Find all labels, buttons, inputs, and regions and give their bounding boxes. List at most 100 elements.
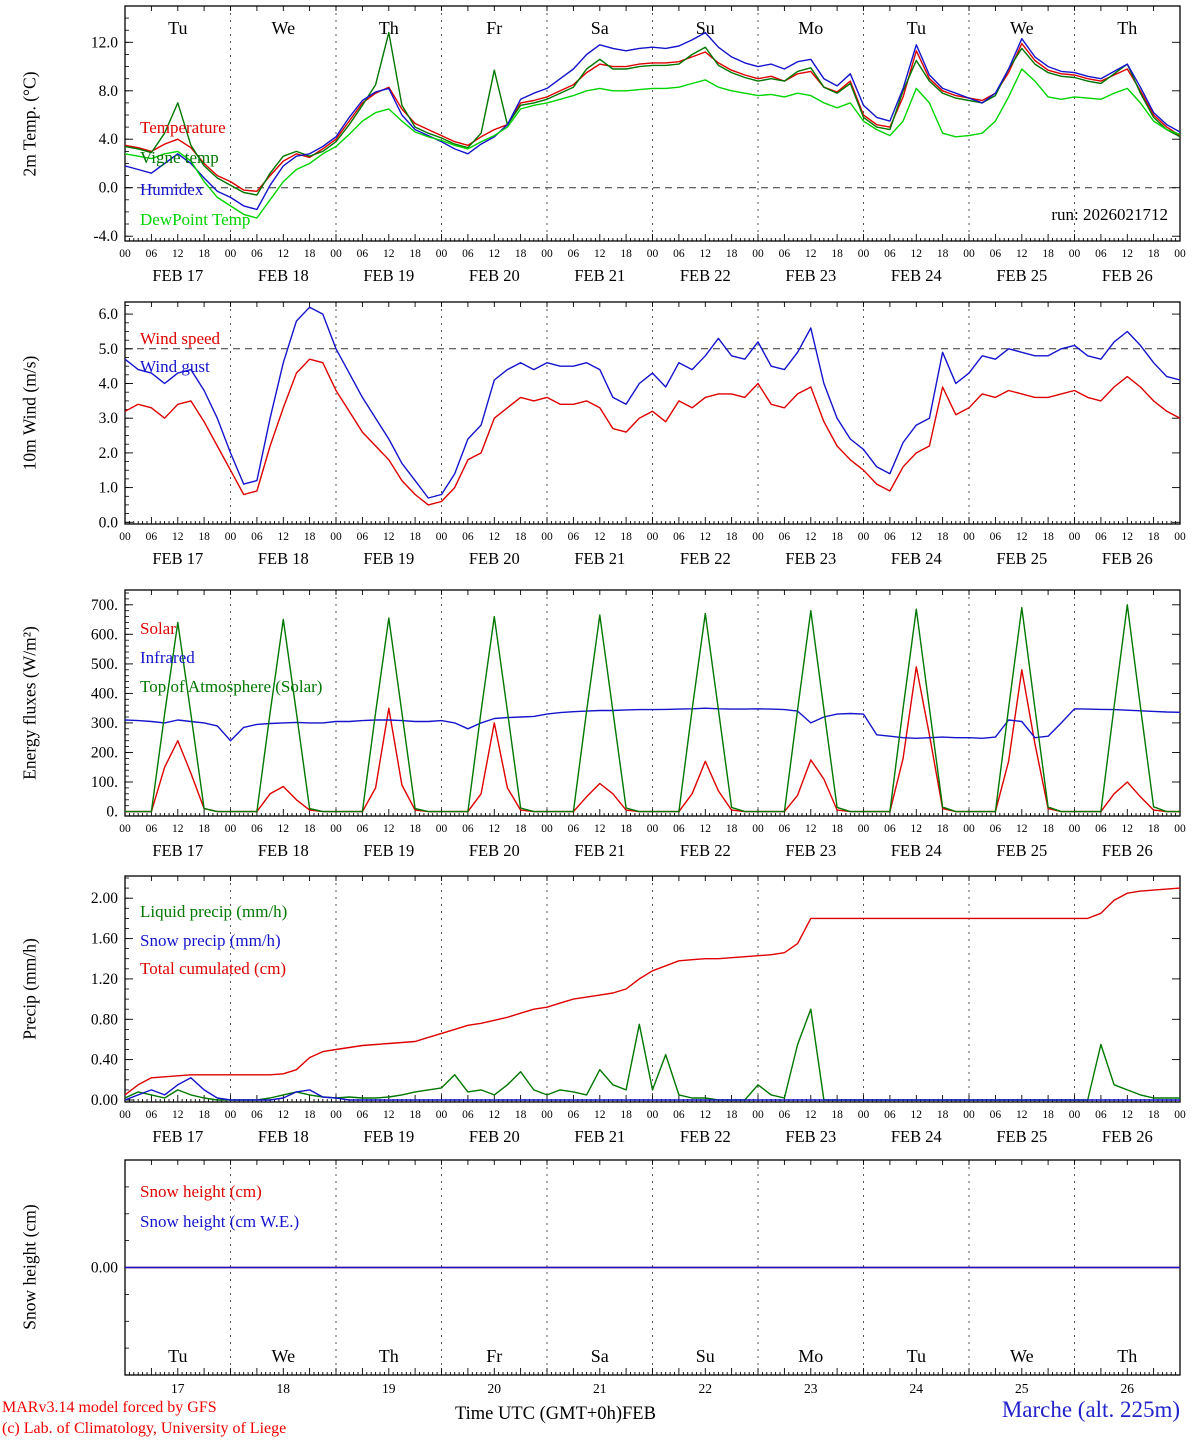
day-label: Th (379, 1346, 399, 1366)
hour-tick-label: 06 (990, 531, 1002, 543)
panel-frame (124, 589, 1181, 817)
hour-tick-label: 12 (489, 531, 501, 543)
date-label: FEB 25 (996, 841, 1047, 860)
hour-tick-label: 12 (594, 1109, 606, 1121)
hour-tick-label: 00 (1069, 1109, 1081, 1121)
hour-tick-label: 12 (383, 1109, 395, 1121)
hour-tick-label: 12 (911, 531, 923, 543)
date-label: FEB 17 (152, 841, 203, 860)
hour-tick-label: 06 (1095, 823, 1107, 835)
hour-tick-label: 12 (1016, 531, 1028, 543)
hour-tick-label: 00 (119, 248, 131, 260)
hour-tick-label: 18 (831, 248, 843, 260)
legend-total-cumulated: Total cumulated (cm) (140, 959, 287, 978)
hour-tick-label: 06 (568, 1109, 580, 1121)
hour-tick-label: 18 (515, 248, 527, 260)
series-liquid-precip (125, 1008, 1180, 1101)
panel-frame (124, 5, 1181, 242)
date-label: FEB 25 (996, 1127, 1047, 1146)
y-tick-label: 700. (91, 597, 118, 614)
hour-tick-label: 00 (330, 531, 342, 543)
hour-tick-label: 00 (752, 1109, 764, 1121)
hour-tick-label: 12 (278, 823, 290, 835)
hour-tick-label: 12 (172, 531, 184, 543)
y-tick-label: 0.00 (91, 1092, 118, 1109)
hour-tick-label: 18 (937, 531, 949, 543)
hour-tick-label: 06 (251, 531, 263, 543)
hour-tick-label: 18 (726, 1109, 738, 1121)
date-label: FEB 21 (574, 549, 625, 568)
hour-tick-label: 00 (963, 248, 975, 260)
date-label: FEB 23 (785, 841, 836, 860)
series-wind-speed (125, 358, 1180, 506)
hour-tick-label: 06 (673, 1109, 685, 1121)
y-tick-label: 0.80 (91, 1011, 118, 1028)
hour-tick-label: 06 (568, 531, 580, 543)
hour-tick-label: 00 (541, 1109, 553, 1121)
date-label: FEB 18 (258, 1127, 309, 1146)
date-number: 24 (910, 1381, 924, 1396)
hour-tick-label: 00 (963, 823, 975, 835)
hour-tick-label: 06 (251, 248, 263, 260)
date-label: FEB 22 (680, 841, 731, 860)
date-label: FEB 22 (680, 549, 731, 568)
day-label: Th (379, 18, 399, 38)
legend-humidex: Humidex (140, 180, 204, 199)
hour-tick-label: 18 (620, 823, 632, 835)
hour-tick-label: 06 (357, 531, 369, 543)
hour-tick-label: 00 (647, 531, 659, 543)
date-label: FEB 26 (1102, 549, 1153, 568)
series-dewpoint-temp (125, 68, 1180, 219)
hour-tick-label: 06 (884, 1109, 896, 1121)
hour-tick-label: 12 (700, 248, 712, 260)
hour-tick-label: 12 (594, 531, 606, 543)
date-number: 17 (171, 1381, 185, 1396)
hour-tick-label: 18 (304, 823, 316, 835)
hour-tick-label: 00 (1069, 248, 1081, 260)
x-axis-title: Time UTC (GMT+0h)FEB (455, 1404, 656, 1424)
hour-tick-label: 00 (963, 1109, 975, 1121)
day-label: Tu (168, 18, 187, 38)
hour-tick-label: 12 (1122, 248, 1134, 260)
y-axis-title-wind: 10m Wind (m/s) (19, 355, 40, 471)
hour-tick-label: 18 (304, 531, 316, 543)
y-axis-title-energy: Energy fluxes (W/m²) (19, 626, 40, 780)
y-tick-label: 2.0 (99, 445, 119, 462)
hour-tick-label: 18 (831, 531, 843, 543)
hour-tick-label: 12 (700, 1109, 712, 1121)
station-label: Marche (alt. 225m) (1001, 1397, 1180, 1422)
date-label: FEB 17 (152, 266, 203, 285)
date-label: FEB 18 (258, 841, 309, 860)
hour-tick-label: 06 (146, 248, 158, 260)
date-label: FEB 18 (258, 549, 309, 568)
hour-tick-label: 00 (1069, 531, 1081, 543)
hour-tick-label: 18 (409, 248, 421, 260)
y-tick-label: 100. (91, 774, 118, 791)
series-wind-gust (125, 306, 1180, 499)
panel-frame (124, 875, 1181, 1103)
hour-tick-label: 12 (172, 823, 184, 835)
hour-tick-label: 00 (1174, 1109, 1186, 1121)
date-label: FEB 26 (1102, 841, 1153, 860)
hour-tick-label: 18 (198, 531, 210, 543)
date-number: 22 (699, 1381, 713, 1396)
date-label: FEB 24 (891, 1127, 942, 1146)
hour-tick-label: 18 (1042, 531, 1054, 543)
hour-tick-label: 00 (119, 823, 131, 835)
hour-tick-label: 00 (225, 823, 237, 835)
hour-tick-label: 00 (541, 823, 553, 835)
hour-tick-label: 12 (278, 248, 290, 260)
hour-tick-label: 18 (620, 248, 632, 260)
hour-tick-label: 06 (990, 823, 1002, 835)
legend-snow-height: Snow height (cm) (140, 1182, 262, 1201)
hour-tick-label: 12 (489, 823, 501, 835)
day-label: Fr (486, 18, 502, 38)
hour-tick-label: 00 (858, 1109, 870, 1121)
hour-tick-label: 00 (1174, 823, 1186, 835)
hour-tick-label: 12 (805, 1109, 817, 1121)
day-label: Tu (907, 1346, 926, 1366)
hour-tick-label: 06 (462, 1109, 474, 1121)
series-top-of-atmosphere-solar (125, 604, 1180, 813)
hour-tick-label: 00 (225, 1109, 237, 1121)
